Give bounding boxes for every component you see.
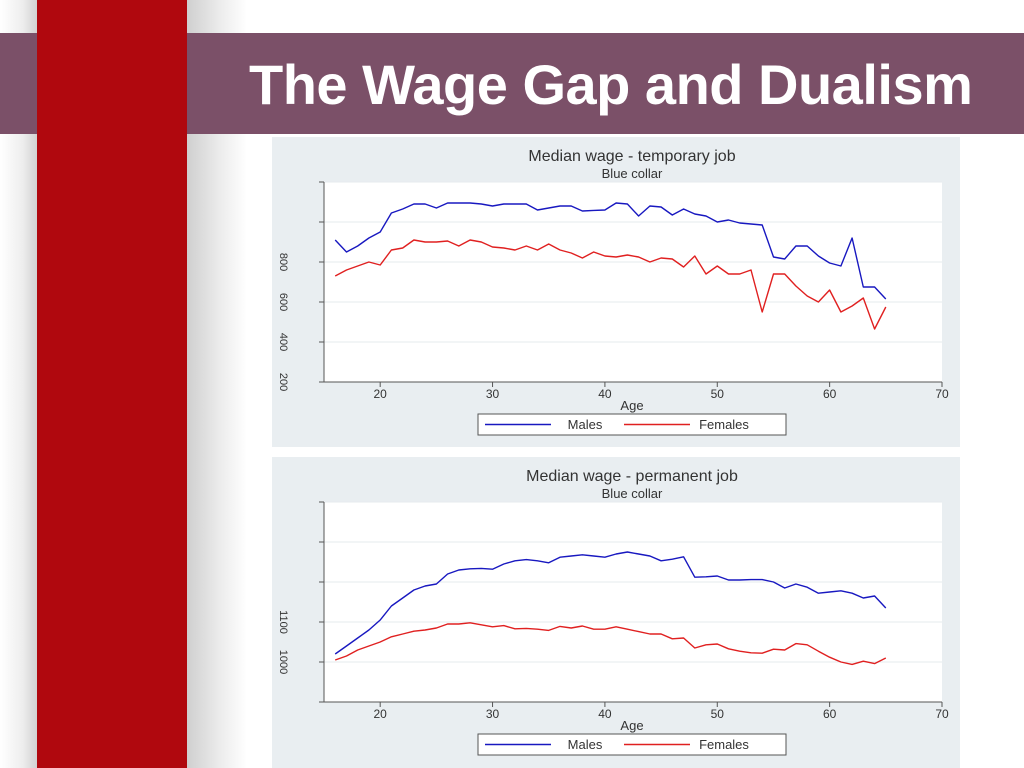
y-tick-label: 600 (277, 293, 289, 311)
x-tick-label: 70 (935, 387, 949, 401)
x-tick-label: 20 (374, 387, 388, 401)
chart-subtitle: Blue collar (602, 486, 663, 501)
x-tick-label: 50 (711, 387, 725, 401)
legend-label-females: Females (699, 417, 749, 432)
x-axis-label: Age (620, 398, 643, 413)
x-tick-label: 40 (598, 707, 612, 721)
x-tick-label: 20 (374, 707, 388, 721)
chart-temporary-job: Median wage - temporary job Blue collar 20… (272, 137, 960, 447)
chart-subtitle: Blue collar (602, 166, 663, 181)
chart-permanent-job: Median wage - permanent job Blue collar 10… (272, 457, 960, 768)
x-tick-label: 60 (823, 387, 837, 401)
series-line-females (334, 239, 887, 330)
title-bar (0, 33, 1024, 134)
plot-area (324, 182, 942, 382)
y-tick-label: 1000 (277, 650, 289, 674)
chart-title: Median wage - temporary job (528, 148, 735, 165)
slide-title: The Wage Gap and Dualism (249, 53, 973, 116)
y-tick-label: 1100 (277, 610, 289, 634)
chart-title: Median wage - permanent job (526, 468, 738, 485)
plot-area (324, 502, 942, 702)
x-axis-label: Age (620, 718, 643, 733)
title-bar-red-band (37, 33, 187, 134)
x-tick-label: 60 (823, 707, 837, 721)
y-tick-label: 400 (277, 333, 289, 351)
y-tick-label: 800 (277, 253, 289, 271)
x-tick-label: 70 (935, 707, 949, 721)
series-line-males (334, 202, 887, 300)
legend-label-males: Males (568, 737, 603, 752)
legend-label-males: Males (568, 417, 603, 432)
x-tick-label: 30 (486, 387, 500, 401)
x-tick-label: 40 (598, 387, 612, 401)
series-line-males (334, 551, 887, 655)
x-tick-label: 50 (711, 707, 725, 721)
series-line-females (334, 622, 887, 666)
x-tick-label: 30 (486, 707, 500, 721)
y-tick-label: 200 (277, 373, 289, 391)
legend-label-females: Females (699, 737, 749, 752)
